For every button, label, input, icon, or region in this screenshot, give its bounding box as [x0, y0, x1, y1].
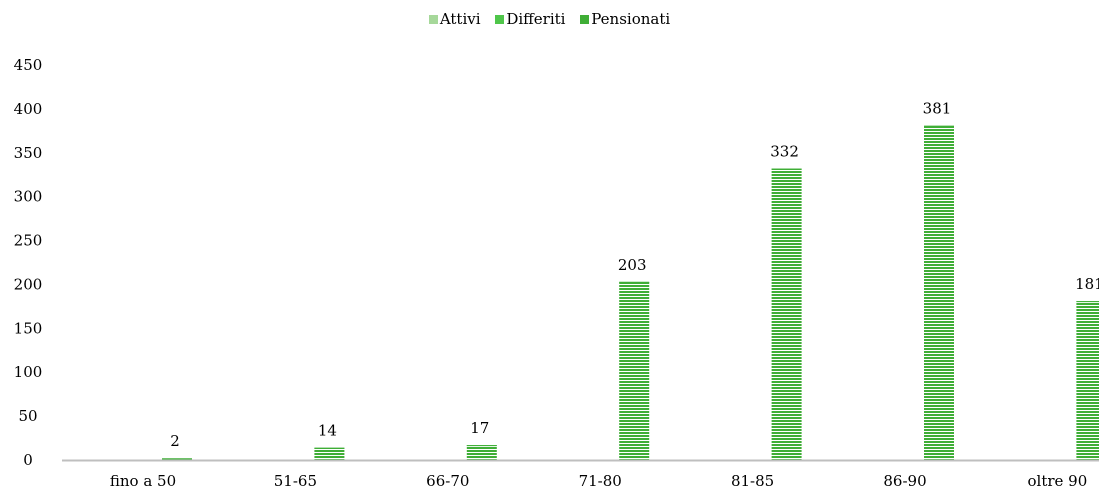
y-tick-label: 100: [14, 363, 43, 381]
bar-pensionati: [619, 281, 650, 460]
y-axis: 0 50 100 150 200 250 300 350 400 450: [14, 56, 43, 469]
data-label: 2: [170, 432, 180, 450]
bar-pensionati: [1076, 301, 1099, 460]
y-tick-label: 150: [14, 319, 43, 337]
legend-swatch-attivi: [428, 15, 438, 24]
bar-pensionati: [924, 125, 954, 461]
bar-pensionati: [771, 168, 802, 461]
data-label: 381: [923, 100, 952, 118]
y-tick-label: 250: [14, 232, 43, 250]
data-labels-group: 2 14 17 203 332 381 181: [170, 100, 1099, 451]
y-tick-label: 450: [14, 56, 43, 74]
legend-label-differiti: Differiti: [506, 10, 566, 28]
y-tick-label: 50: [18, 407, 37, 425]
x-tick-label: 81-85: [731, 472, 774, 490]
y-tick-label: 300: [14, 188, 43, 206]
chart-legend: Attivi Differiti Pensionati: [0, 10, 1099, 28]
legend-item-differiti: Differiti: [495, 10, 565, 28]
legend-item-pensionati: Pensionati: [580, 10, 670, 28]
y-tick-label: 200: [14, 275, 43, 293]
x-tick-label: oltre 90: [1028, 472, 1088, 490]
x-axis: fino a 50 51-65 66-70 71-80 81-85 86-90 oltre …: [62, 459, 1099, 490]
legend-swatch-pensionati: [580, 15, 590, 24]
y-tick-label: 400: [14, 100, 43, 118]
y-tick-label: 350: [14, 144, 43, 162]
x-tick-label: fino a 50: [110, 472, 176, 490]
x-tick-label: 86-90: [883, 472, 926, 490]
legend-label-attivi: Attivi: [439, 10, 481, 28]
data-label: 203: [618, 256, 647, 274]
y-tick-label: 0: [23, 451, 33, 469]
legend-label-pensionati: Pensionati: [591, 10, 671, 28]
legend-swatch-differiti: [495, 15, 505, 24]
data-label: 181: [1075, 275, 1099, 293]
bar-pensionati: [466, 445, 497, 460]
data-label: 17: [470, 419, 489, 437]
x-tick-label: 51-65: [274, 472, 317, 490]
bars-group: [162, 125, 1099, 461]
data-label: 332: [770, 143, 799, 161]
legend-item-attivi: Attivi: [428, 10, 481, 28]
x-tick-label: 71-80: [579, 472, 622, 490]
x-tick-label: 66-70: [426, 472, 469, 490]
bar-pensionati: [314, 447, 345, 460]
data-label: 14: [318, 422, 337, 440]
